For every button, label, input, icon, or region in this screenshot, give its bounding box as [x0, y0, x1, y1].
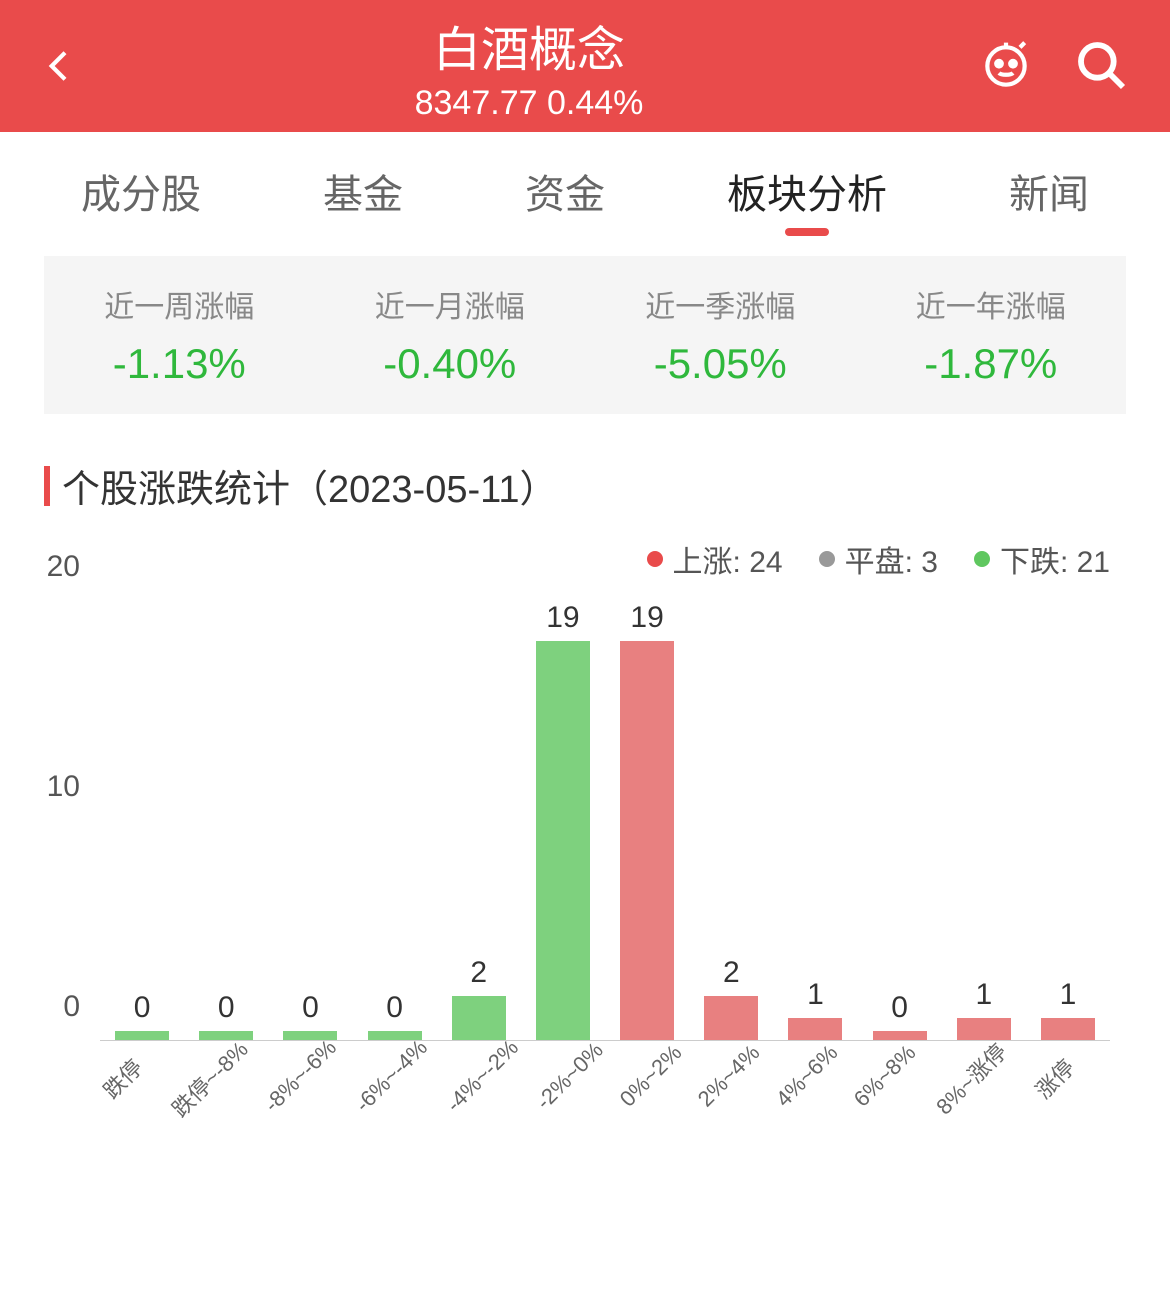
tab-bar: 成分股 基金 资金 板块分析 新闻	[0, 132, 1170, 256]
return-label: 近一周涨幅	[44, 282, 315, 326]
x-axis: 跌停跌停~-8%-8%~-6%-6%~-4%-4%~-2%-2%~0%0%~2%…	[100, 1041, 1110, 1121]
bar-8: 1	[773, 601, 857, 1040]
legend-item-1: 平盘: 3	[819, 537, 938, 581]
return-value: -0.40%	[315, 340, 586, 388]
bar-value-label: 1	[807, 978, 824, 1012]
price-subtitle: 8347.77 0.44%	[80, 84, 978, 123]
bar-rect	[873, 1031, 927, 1040]
return-item-2: 近一季涨幅 -5.05%	[585, 282, 856, 388]
bar-rect	[704, 996, 758, 1040]
tab-4[interactable]: 新闻	[1009, 162, 1089, 236]
bar-value-label: 0	[218, 991, 235, 1025]
bar-rect	[957, 1018, 1011, 1040]
return-label: 近一月涨幅	[315, 282, 586, 326]
bar-rect	[452, 996, 506, 1040]
bar-6: 19	[605, 601, 689, 1040]
y-tick: 10	[47, 770, 80, 804]
page-title: 白酒概念	[80, 10, 978, 80]
legend-dot	[819, 551, 835, 567]
x-label: 涨停	[1015, 1039, 1127, 1151]
bar-rect	[620, 641, 674, 1040]
app-header: 白酒概念 8347.77 0.44%	[0, 0, 1170, 132]
bar-3: 0	[353, 601, 437, 1040]
bar-rect	[283, 1031, 337, 1040]
returns-panel: 近一周涨幅 -1.13%近一月涨幅 -0.40% 近一季涨幅 -5.05%近一年涨幅 -1…	[44, 256, 1126, 414]
bar-9: 0	[858, 601, 942, 1040]
assistant-icon[interactable]	[978, 38, 1034, 94]
return-item-1: 近一月涨幅 -0.40%	[315, 282, 586, 388]
return-label: 近一季涨幅	[585, 282, 856, 326]
bar-value-label: 0	[891, 991, 908, 1025]
plot-area: 0 0 0 0 2 19 19 2 1 0 1 1	[100, 601, 1110, 1041]
price-change: 0.44%	[547, 84, 643, 122]
legend-label: 上涨: 24	[673, 537, 783, 581]
bar-value-label: 2	[470, 956, 487, 990]
return-item-0: 近一周涨幅 -1.13%	[44, 282, 315, 388]
bar-5: 19	[521, 601, 605, 1040]
return-item-3: 近一年涨幅 -1.87%	[856, 282, 1127, 388]
bar-value-label: 1	[1060, 978, 1077, 1012]
bar-rect	[788, 1018, 842, 1040]
bar-0: 0	[100, 601, 184, 1040]
legend-label: 平盘: 3	[845, 537, 938, 581]
bar-rect	[536, 641, 590, 1040]
return-value: -1.87%	[856, 340, 1127, 388]
bar-rect	[1041, 1018, 1095, 1040]
bar-chart: 01020 00002191921011 跌停跌停~-8%-8%~-6%-6%~…	[30, 601, 1110, 1121]
tab-0[interactable]: 成分股	[81, 162, 201, 236]
bar-11: 1	[1026, 601, 1110, 1040]
chart-legend: 上涨: 24 平盘: 3 下跌: 21	[0, 537, 1170, 601]
bar-4: 2	[437, 601, 521, 1040]
return-label: 近一年涨幅	[856, 282, 1127, 326]
bar-2: 0	[268, 601, 352, 1040]
search-icon[interactable]	[1074, 38, 1130, 94]
bar-value-label: 1	[975, 978, 992, 1012]
legend-label: 下跌: 21	[1000, 537, 1110, 581]
y-axis: 01020	[30, 601, 90, 1041]
bar-value-label: 19	[546, 601, 579, 635]
tab-2[interactable]: 资金	[525, 162, 605, 236]
back-button[interactable]	[40, 46, 80, 86]
price-value: 8347.77	[415, 84, 538, 122]
tab-1[interactable]: 基金	[323, 162, 403, 236]
bar-value-label: 2	[723, 956, 740, 990]
header-actions	[978, 38, 1130, 94]
legend-dot	[647, 551, 663, 567]
legend-dot	[974, 551, 990, 567]
bar-value-label: 19	[630, 601, 663, 635]
bar-10: 1	[942, 601, 1026, 1040]
bar-value-label: 0	[134, 991, 151, 1025]
return-value: -1.13%	[44, 340, 315, 388]
header-center: 白酒概念 8347.77 0.44%	[80, 10, 978, 123]
legend-item-2: 下跌: 21	[974, 537, 1110, 581]
y-tick: 0	[63, 990, 80, 1024]
return-value: -5.05%	[585, 340, 856, 388]
bar-value-label: 0	[386, 991, 403, 1025]
bar-value-label: 0	[302, 991, 319, 1025]
section-title: 个股涨跌统计（2023-05-11）	[44, 458, 1126, 513]
bar-rect	[115, 1031, 169, 1040]
bar-1: 0	[184, 601, 268, 1040]
legend-item-0: 上涨: 24	[647, 537, 783, 581]
tab-3[interactable]: 板块分析	[727, 162, 887, 236]
y-tick: 20	[47, 550, 80, 584]
bar-7: 2	[689, 601, 773, 1040]
